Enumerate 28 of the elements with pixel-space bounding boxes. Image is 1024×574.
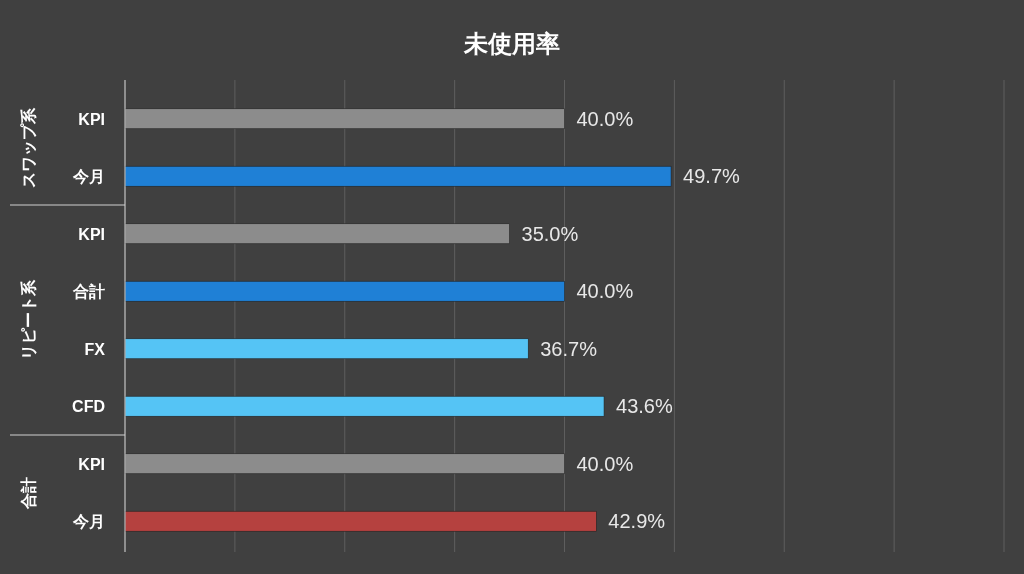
bar (124, 165, 672, 187)
data-label: 43.6% (616, 395, 673, 418)
y-tick-label: 今月 (72, 513, 105, 531)
data-label: 42.9% (608, 510, 666, 533)
y-tick-label: FX (84, 340, 106, 358)
bar (124, 108, 565, 130)
y-tick-label: CFD (72, 398, 105, 416)
bar (124, 223, 510, 245)
bar (124, 338, 529, 360)
text: 合計 (20, 476, 37, 510)
data-label: 49.7% (683, 165, 740, 188)
y-tick-label: 今月 (72, 168, 105, 186)
text: スワップ系 (20, 106, 37, 188)
bar (124, 280, 565, 302)
data-label: 40.0% (576, 452, 634, 475)
data-label: 36.7% (540, 337, 598, 360)
chart-title: 未使用率 (463, 30, 560, 57)
text: リピート系 (20, 279, 37, 360)
y-tick-label: 合計 (72, 283, 105, 301)
data-label: 40.0% (576, 280, 634, 303)
y-tick-label: KPI (78, 110, 105, 128)
y-tick-label: KPI (78, 455, 105, 473)
bar (124, 510, 597, 532)
y-tick-label: KPI (78, 225, 105, 243)
data-label: 40.0% (576, 107, 634, 130)
bar (124, 453, 565, 475)
bar (124, 395, 605, 417)
data-label: 35.0% (521, 222, 579, 245)
